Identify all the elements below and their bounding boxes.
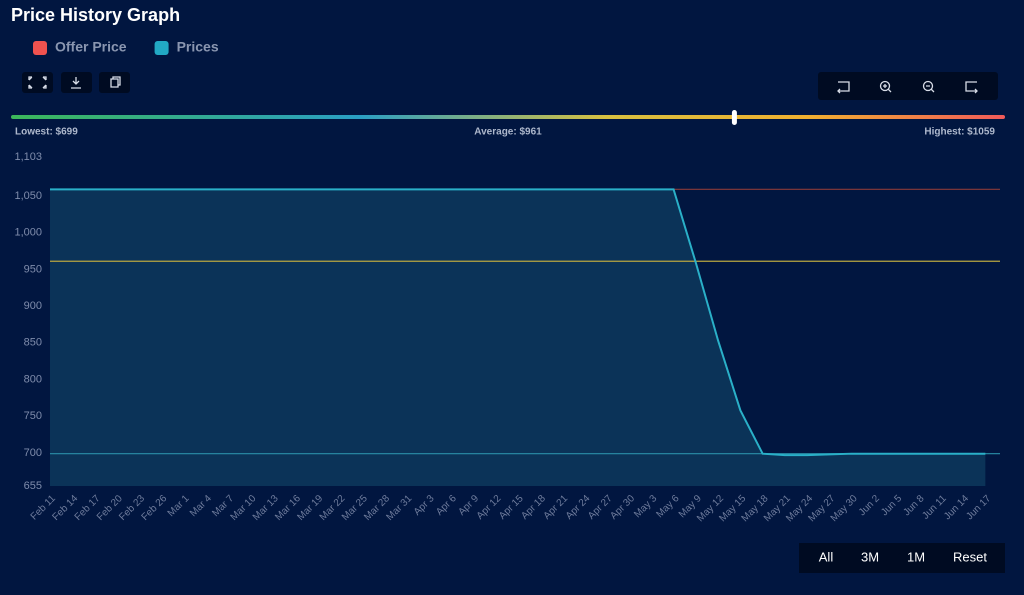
y-tick-label: 1,050 — [14, 190, 42, 202]
range-selector — [799, 543, 1005, 573]
y-tick-label: 900 — [24, 300, 42, 312]
download-icon — [71, 77, 81, 89]
y-tick-label: 700 — [24, 447, 42, 459]
toolbar-left — [22, 72, 130, 93]
range-button[interactable]: 3M — [861, 549, 879, 564]
pan-left-button[interactable] — [837, 81, 850, 94]
legend-swatch — [33, 41, 47, 55]
title: Price History Graph — [11, 5, 180, 25]
toolbar-right — [818, 72, 998, 100]
range-labels: Lowest: $699 Average: $961 Highest: $105… — [15, 127, 995, 138]
highest-label: Highest: $1059 — [924, 127, 995, 138]
y-tick-label: 655 — [24, 480, 42, 492]
lowest-label: Lowest: $699 — [15, 127, 78, 138]
fullscreen-icon — [28, 76, 47, 89]
zoom-in-icon — [883, 84, 892, 93]
legend-label: Prices — [177, 39, 219, 55]
y-tick-label: 1,103 — [14, 151, 42, 163]
pan-right-button[interactable] — [965, 81, 978, 94]
range-button[interactable]: All — [819, 549, 834, 564]
zoom-toolbar — [818, 72, 998, 100]
y-tick-label: 1,000 — [14, 227, 42, 239]
legend-label: Offer Price — [55, 39, 127, 55]
range-button[interactable]: 1M — [907, 549, 925, 564]
zoom-out-icon — [926, 85, 935, 93]
y-tick-label: 750 — [24, 410, 42, 422]
y-tick-label: 850 — [24, 337, 42, 349]
range-button[interactable]: Reset — [953, 549, 987, 564]
zoom-out-button[interactable] — [922, 80, 934, 92]
legend-swatch — [154, 41, 169, 55]
copy-button[interactable] — [99, 72, 130, 93]
zoom-in-button[interactable] — [879, 80, 891, 92]
average-label: Average: $961 — [474, 127, 542, 138]
price-area — [50, 189, 986, 486]
copy-icon — [110, 76, 121, 88]
price-range-bar — [11, 115, 1005, 119]
y-tick-label: 950 — [24, 263, 42, 275]
price-line — [50, 188, 986, 457]
y-tick-label: 800 — [24, 373, 42, 385]
average-marker — [731, 110, 737, 125]
fullscreen-button[interactable] — [22, 72, 53, 93]
